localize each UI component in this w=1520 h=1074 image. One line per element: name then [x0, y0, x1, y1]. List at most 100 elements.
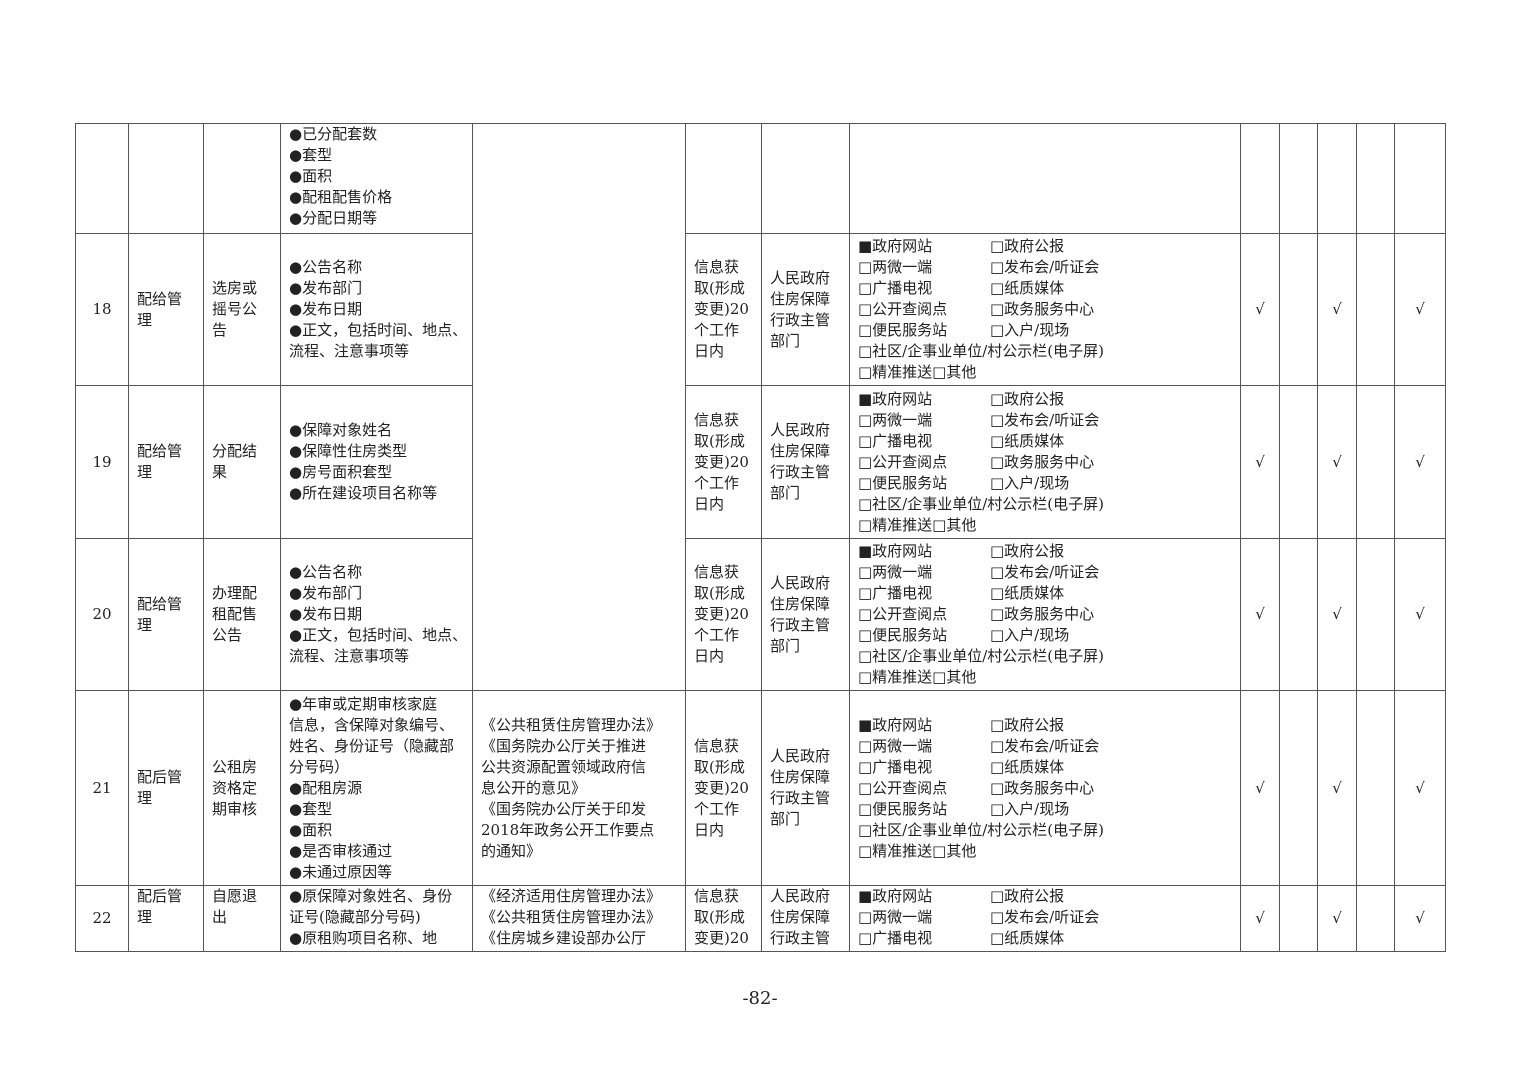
channel-option: □发布会/听证会 [990, 563, 1100, 581]
text-line: 行政主管 [770, 463, 831, 481]
channels-cell: ■政府网站 □政府公报 □两微一端 □发布会/听证会 □广播电视 □纸质媒体 □公开查阅点 □… [849, 385, 1241, 539]
row-number: 22 [75, 885, 129, 952]
text-line: 理 [137, 789, 153, 807]
text-line: ●原租购项目名称、地 [289, 929, 438, 947]
channel-option: □入户/现场 [990, 799, 1070, 818]
item-cell: 选房或 摇号公告 [203, 233, 281, 386]
check-cell [1356, 538, 1395, 691]
text-line: 行政主管 [770, 615, 831, 634]
channel-option: □两微一端 [858, 410, 933, 429]
text-line: ●原保障对象姓名、身份 [289, 887, 453, 905]
row-number: 20 [75, 538, 129, 691]
text-line: 公共资源配置领域政府信 [481, 757, 647, 776]
basis-cell: 《公共租赁住房管理办法》 《国务院办公厅关于推进 公共资源配置领域政府信 息公开的意见… [472, 690, 686, 886]
table-row: 21 配后管理公租房 资格定 期审核 ●年审或定期审核家庭 信息，含保障对象编号、 姓名、身… [75, 690, 1446, 886]
text-line: 部门 [770, 810, 801, 828]
text-line: ●发布日期 [289, 605, 363, 623]
check-cell: √ [1394, 690, 1446, 886]
channel-line: □两微一端 □发布会/听证会 [858, 257, 1232, 278]
text-line: 取(形成 [694, 279, 745, 297]
channels-cell: ■政府网站 □政府公报 □两微一端 □发布会/听证会 □广播电视 □纸质媒体 [849, 885, 1241, 952]
channel-line: □公开查阅点 □政务服务中心 [858, 299, 1232, 320]
text-line: 日内 [694, 342, 725, 360]
text-line: 摇号公 [212, 300, 258, 318]
channel-option: □便民服务站 [858, 321, 948, 339]
channel-option: ■政府网站 [858, 237, 933, 255]
check-cell: √ [1317, 885, 1357, 952]
check-cell: √ [1240, 233, 1280, 386]
channel-option: □精准推送□其他 [858, 841, 977, 860]
check-cell [1279, 538, 1318, 691]
text-line: 配后管 [137, 768, 183, 786]
channel-option: □发布会/听证会 [990, 736, 1100, 755]
check-cell [1279, 885, 1318, 952]
timing-cell [685, 123, 762, 234]
text-line: 出 [212, 908, 228, 926]
basis-cell: 《经济适用住房管理办法》 《公共租赁住房管理办法》 《住房城乡建设部办公厅 [472, 885, 686, 952]
text-line: ●年审或定期审核家庭 [289, 694, 438, 713]
text-line: ●发布部门 [289, 584, 363, 602]
text-line: 配后管 [137, 887, 183, 905]
text-line: 变更)20 [694, 452, 749, 471]
text-line: 变更)20 [694, 605, 749, 623]
check-cell: √ [1317, 233, 1357, 386]
check-cell [1279, 233, 1318, 386]
text-line: 自愿退 [212, 887, 258, 905]
text-line: 部门 [770, 636, 801, 655]
text-line: 理 [137, 310, 153, 329]
subject-cell: 人民政府 住房保障 行政主管 部门 [761, 385, 850, 539]
channel-line: □精准推送□其他 [858, 841, 1232, 862]
text-line: 变更)20 [694, 929, 749, 947]
row-number: 18 [75, 233, 129, 386]
row-number: 21 [75, 690, 129, 886]
content-cell: ●原保障对象姓名、身份 证号(隐藏部分号码) ●原租购项目名称、地 [280, 885, 473, 952]
text-line: 《公共租赁住房管理办法》 [481, 715, 662, 734]
text-line: ●分配日期等 [289, 209, 378, 227]
channel-option: □社区/企事业单位/村公示栏(电子屏) [858, 647, 1104, 665]
text-line: 住房保障 [770, 908, 831, 926]
channel-line: ■政府网站 □政府公报 [858, 715, 1232, 736]
text-line: 信息，含保障对象编号、 [289, 715, 455, 734]
check-cell: √ [1394, 885, 1446, 952]
category-cell: 配给管理 [128, 233, 204, 386]
text-line: 取(形成 [694, 431, 745, 450]
check-cell [1279, 123, 1318, 234]
text-line: ●是否审核通过 [289, 841, 393, 860]
channel-line: □广播电视 □纸质媒体 [858, 757, 1232, 778]
channel-option: □广播电视 [858, 757, 933, 776]
timing-cell: 信息获 取(形成 变更)20 个工作 日内 [685, 538, 762, 691]
text-line: 公租房 [212, 757, 258, 776]
text-line: 人民政府 [770, 573, 831, 592]
channel-line: □广播电视 □纸质媒体 [858, 583, 1232, 604]
row-number: 19 [75, 385, 129, 539]
channel-option: □政务服务中心 [990, 605, 1095, 623]
check-cell [1356, 385, 1395, 539]
check-cell: √ [1317, 538, 1357, 691]
channel-line: □社区/企事业单位/村公示栏(电子屏) [858, 646, 1232, 667]
channel-line: ■政府网站 □政府公报 [858, 389, 1232, 410]
check-cell: √ [1394, 233, 1446, 386]
text-line: ●配租配售价格 [289, 188, 393, 206]
channel-line: □便民服务站 □入户/现场 [858, 799, 1232, 820]
text-line: ●面积 [289, 167, 333, 185]
channel-line: □两微一端 □发布会/听证会 [858, 562, 1232, 583]
text-line: 流程、注意事项等 [289, 647, 410, 665]
content-cell: ●公告名称 ●发布部门 ●发布日期 ●正文，包括时间、地点、 流程、注意事项等 [280, 538, 473, 691]
category-cell: 配后管理 [128, 885, 204, 952]
check-cell: √ [1317, 690, 1357, 886]
channel-line: □广播电视 □纸质媒体 [858, 431, 1232, 452]
channel-option: □发布会/听证会 [990, 908, 1100, 926]
channel-line: □广播电视 □纸质媒体 [858, 278, 1232, 299]
check-cell: √ [1240, 885, 1280, 952]
text-line: ●正文，包括时间、地点、 [289, 626, 468, 644]
timing-cell: 信息获 取(形成 变更)20 个工作 日内 [685, 385, 762, 539]
check-cell: √ [1394, 538, 1446, 691]
channel-line: □精准推送□其他 [858, 515, 1232, 536]
category-cell: 配给管理 [128, 538, 204, 691]
channel-option: □社区/企事业单位/村公示栏(电子屏) [858, 342, 1104, 360]
channel-option: □两微一端 [858, 908, 933, 926]
category-cell [128, 123, 204, 234]
text-line: 变更)20 [694, 300, 749, 318]
text-line: 《住房城乡建设部办公厅 [481, 929, 647, 947]
